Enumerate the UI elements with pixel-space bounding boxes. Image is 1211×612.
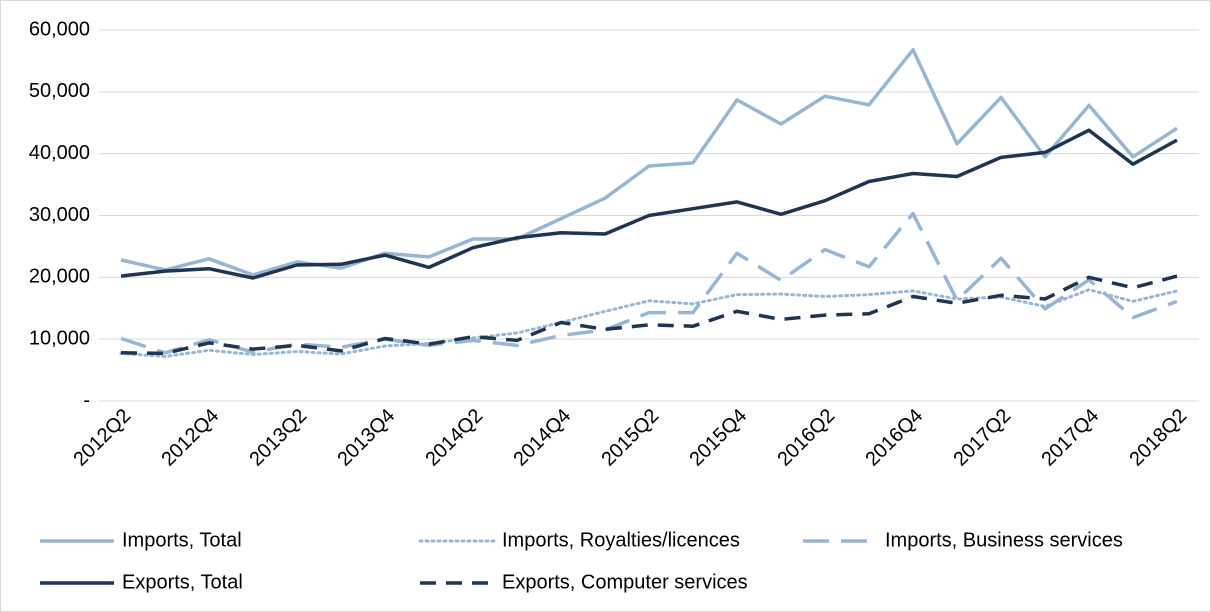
series-line	[120, 128, 1178, 280]
y-tick-label: 40,000	[29, 142, 90, 164]
legend-label: Imports, Royalties/licences	[502, 529, 740, 551]
series-line	[120, 274, 1178, 356]
y-tick-label: -	[83, 389, 90, 411]
y-tick-label: 10,000	[29, 327, 90, 349]
legend-label: Imports, Business services	[885, 529, 1123, 551]
series-line	[120, 211, 1178, 355]
y-tick-label: 50,000	[29, 80, 90, 102]
y-tick-label: 20,000	[29, 266, 90, 288]
y-tick-label: 60,000	[29, 18, 90, 40]
legend-label: Imports, Total	[122, 529, 242, 551]
series-line	[120, 48, 1178, 277]
legend-label: Exports, Total	[122, 571, 243, 593]
legend-label: Exports, Computer services	[502, 571, 748, 593]
y-tick-label: 30,000	[29, 204, 90, 226]
series-line	[119, 288, 1179, 358]
